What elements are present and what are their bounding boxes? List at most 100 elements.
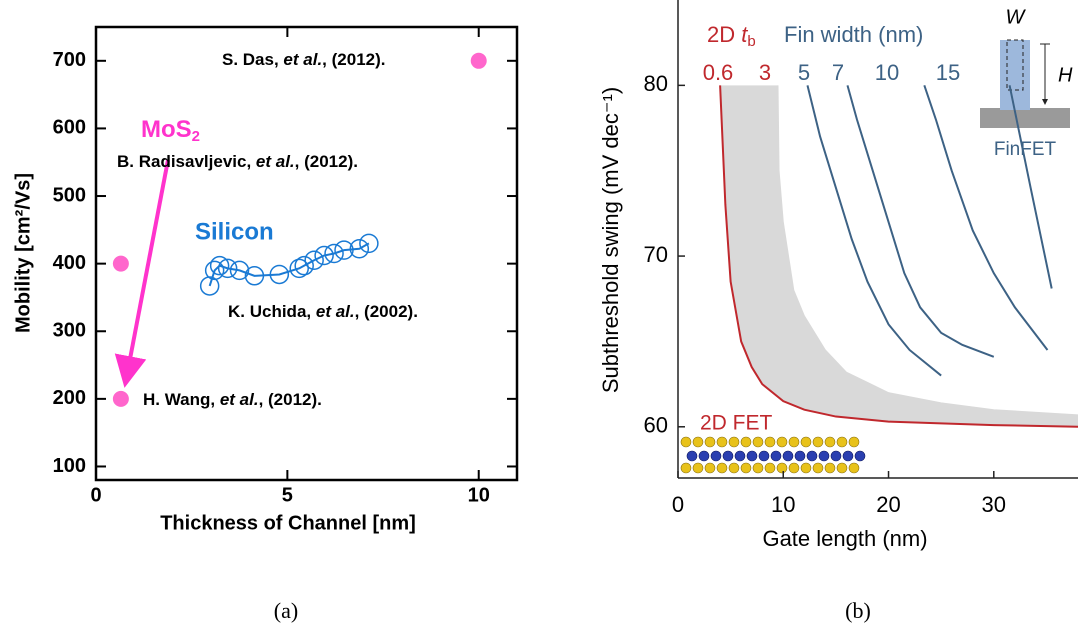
- annotation-part: et al.: [220, 390, 259, 409]
- atom: [843, 451, 853, 461]
- chart-b: Gate length (nm) Subthreshold swing (mV …: [598, 0, 1078, 551]
- series-label: 0.6: [703, 60, 734, 85]
- point: [113, 391, 129, 407]
- mos2-subscript: 2: [192, 128, 200, 145]
- tb-header-part: b: [747, 33, 755, 50]
- y-tick-label: 60: [644, 413, 668, 438]
- annotation: B. Radisavljevic, et al., (2012).: [117, 152, 358, 171]
- atom: [753, 437, 763, 447]
- substrate: [980, 108, 1070, 128]
- x-tick-label: 10: [771, 492, 795, 517]
- atom: [747, 451, 757, 461]
- annotation-part: , (2012).: [322, 50, 385, 69]
- atom: [699, 451, 709, 461]
- annotation: H. Wang, et al., (2012).: [143, 390, 322, 409]
- atom: [789, 437, 799, 447]
- point: [471, 53, 487, 69]
- x-axis-title: Gate length (nm): [762, 526, 927, 551]
- atom: [723, 451, 733, 461]
- tb-header-part: 2D: [707, 22, 741, 47]
- atom: [777, 437, 787, 447]
- x-tick-label: 0: [672, 492, 684, 517]
- plot-frame: [96, 27, 517, 480]
- y-tick-label: 70: [644, 242, 668, 267]
- h-label: H: [1058, 64, 1073, 86]
- annotation-part: , (2002).: [355, 302, 418, 321]
- atom: [837, 463, 847, 473]
- atom: [729, 437, 739, 447]
- atom: [681, 463, 691, 473]
- atom: [687, 451, 697, 461]
- y-tick-label: 200: [53, 387, 86, 409]
- w-label: W: [1006, 6, 1027, 28]
- atom: [813, 437, 823, 447]
- y-tick-label: 500: [53, 184, 86, 206]
- atom: [765, 463, 775, 473]
- atom: [741, 437, 751, 447]
- annotation-part: S. Das,: [222, 50, 283, 69]
- x-axis-title: Thickness of Channel [nm]: [160, 512, 416, 534]
- atom: [813, 463, 823, 473]
- fin: [1000, 40, 1030, 110]
- atom: [801, 437, 811, 447]
- annotation-part: , (2012).: [295, 152, 358, 171]
- atom: [729, 463, 739, 473]
- series-label: Silicon: [195, 218, 274, 245]
- y-tick-label: 700: [53, 49, 86, 71]
- annotation-part: et al.: [316, 302, 355, 321]
- atom: [783, 451, 793, 461]
- atom: [807, 451, 817, 461]
- point: [113, 256, 129, 272]
- y-axis-title: Mobility [cm²/Vs]: [12, 173, 34, 333]
- atom: [831, 451, 841, 461]
- y-tick-label: 600: [53, 117, 86, 139]
- fin-header: Fin width (nm): [784, 22, 923, 47]
- finfet-inset: W H FinFET: [980, 6, 1073, 160]
- series-label: 3: [759, 60, 771, 85]
- atom: [837, 437, 847, 447]
- lattice-label: 2D FET: [700, 412, 773, 435]
- atom: [753, 463, 763, 473]
- y-tick-label: 400: [53, 252, 86, 274]
- atom: [771, 451, 781, 461]
- series-label: 7: [832, 60, 844, 85]
- y-axis-title: Subthreshold swing (mV dec⁻¹): [598, 87, 623, 393]
- atom: [711, 451, 721, 461]
- x-tick-label: 20: [876, 492, 900, 517]
- tb-header: 2D tb: [707, 22, 756, 50]
- annotation: K. Uchida, et al., (2002).: [228, 302, 418, 321]
- caption: (a): [274, 598, 298, 623]
- atom: [795, 451, 805, 461]
- lattice: [681, 437, 865, 473]
- annotation-part: et al.: [256, 152, 295, 171]
- mos2-label: MoS2: [141, 116, 200, 145]
- annotation-part: B. Radisavljevic,: [117, 152, 256, 171]
- atom: [681, 437, 691, 447]
- x-tick-label: 0: [90, 484, 101, 506]
- atom: [855, 451, 865, 461]
- atom: [741, 463, 751, 473]
- x-tick-label: 5: [282, 484, 293, 506]
- atom: [705, 463, 715, 473]
- arrow: [126, 160, 168, 380]
- atom: [705, 437, 715, 447]
- annotation-part: et al.: [283, 50, 322, 69]
- atom: [849, 463, 859, 473]
- atom: [693, 437, 703, 447]
- series-label: 5: [798, 60, 810, 85]
- atom: [825, 463, 835, 473]
- series-line: [847, 85, 993, 356]
- annotation: S. Das, et al., (2012).: [222, 50, 385, 69]
- atom: [717, 463, 727, 473]
- x-tick-label: 30: [982, 492, 1006, 517]
- x-tick-label: 10: [468, 484, 490, 506]
- figure: Thickness of Channel [nm] Mobility [cm²/…: [0, 0, 1078, 639]
- atom: [693, 463, 703, 473]
- atom: [849, 437, 859, 447]
- atom: [717, 437, 727, 447]
- y-tick-label: 80: [644, 71, 668, 96]
- series-label: 15: [936, 60, 960, 85]
- y-tick-label: 300: [53, 320, 86, 342]
- atom: [735, 451, 745, 461]
- atom: [777, 463, 787, 473]
